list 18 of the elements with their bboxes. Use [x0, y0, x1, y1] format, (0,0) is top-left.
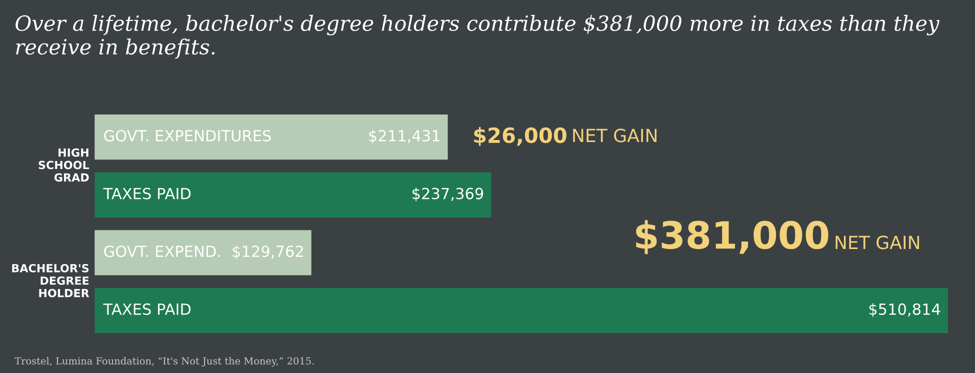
y-tick-label: TAXES PAID — [103, 303, 191, 315]
text: HIGH SCHOOL GRAD — [38, 148, 90, 182]
data-label: $510,814 — [869, 303, 940, 317]
annotation: $26,000 NET GAIN — [474, 126, 656, 146]
text: Trostel, Lumina Foundation, “It's Not Just the Money,” 2015. — [14, 357, 314, 367]
data-label: $237,369 — [412, 188, 484, 202]
annotation: $381,000 NET GAIN — [636, 220, 920, 254]
bar — [94, 230, 312, 276]
y-tick-label: GOVT. EXPENDITURES — [104, 130, 271, 142]
y-tick-label: GOVT. EXPEND. — [104, 246, 220, 258]
data-label: $129,762 — [232, 245, 303, 260]
bar — [94, 288, 948, 334]
bar — [94, 114, 448, 160]
y-tick-label: TAXES PAID — [103, 188, 191, 200]
bar — [94, 172, 492, 218]
data-label: $211,431 — [369, 130, 440, 144]
chart-title: Over a lifetime, bachelor's degree holders contribute $381,000 more in taxes than they receive in benefits. — [16, 14, 940, 59]
text: BACHELOR'S DEGREE HOLDER — [12, 264, 90, 298]
